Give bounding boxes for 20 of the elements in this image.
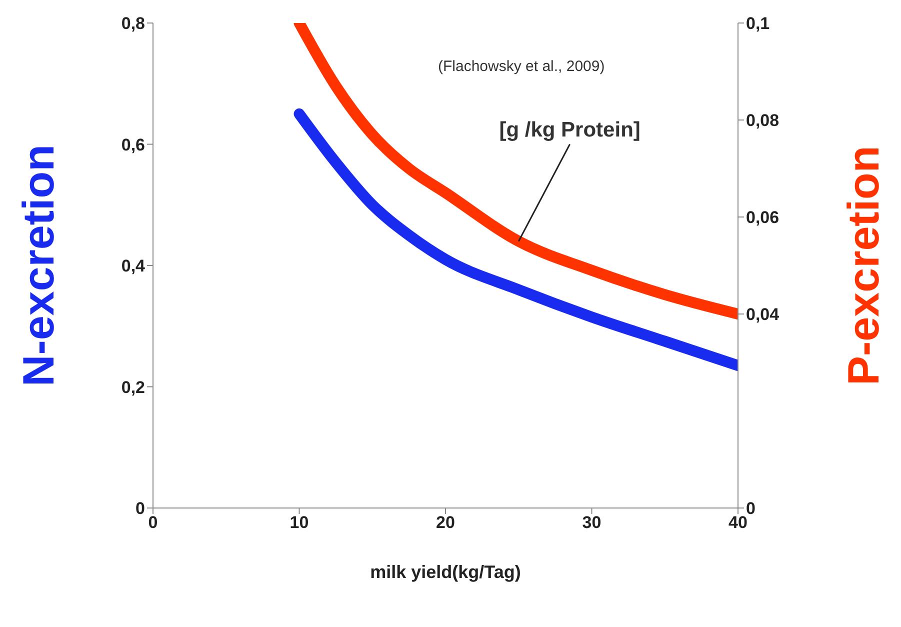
x-tick-label: 20 [436, 513, 455, 532]
y-tick-label: 0,4 [121, 256, 146, 276]
y-tick-label: 0 [136, 499, 145, 518]
y2-axis-title: P-excretion [840, 146, 889, 386]
y-tick-label: 0,8 [121, 14, 145, 34]
x-tick-label: 30 [582, 513, 602, 532]
y2-tick-label: 0,1 [746, 14, 770, 34]
y2-tick-label: 0,06 [746, 208, 780, 228]
annotation: (Flachowsky et al., 2009) [438, 58, 605, 75]
annotation: [g /kg Protein] [499, 118, 640, 142]
y-tick-label: 0,6 [121, 135, 145, 154]
y-axis-title: N-excretion [14, 144, 64, 387]
x-axis-title: milk yield(kg/Tag) [370, 562, 521, 582]
y2-tick-label: 0,08 [746, 111, 780, 130]
x-tick-label: 10 [290, 513, 309, 532]
x-tick-label: 40 [728, 513, 748, 532]
y-tick-label: 0,2 [121, 378, 145, 397]
x-tick-label: 0 [148, 513, 158, 532]
y2-tick-label: 0,04 [746, 305, 780, 324]
y2-tick-label: 0 [746, 499, 756, 518]
